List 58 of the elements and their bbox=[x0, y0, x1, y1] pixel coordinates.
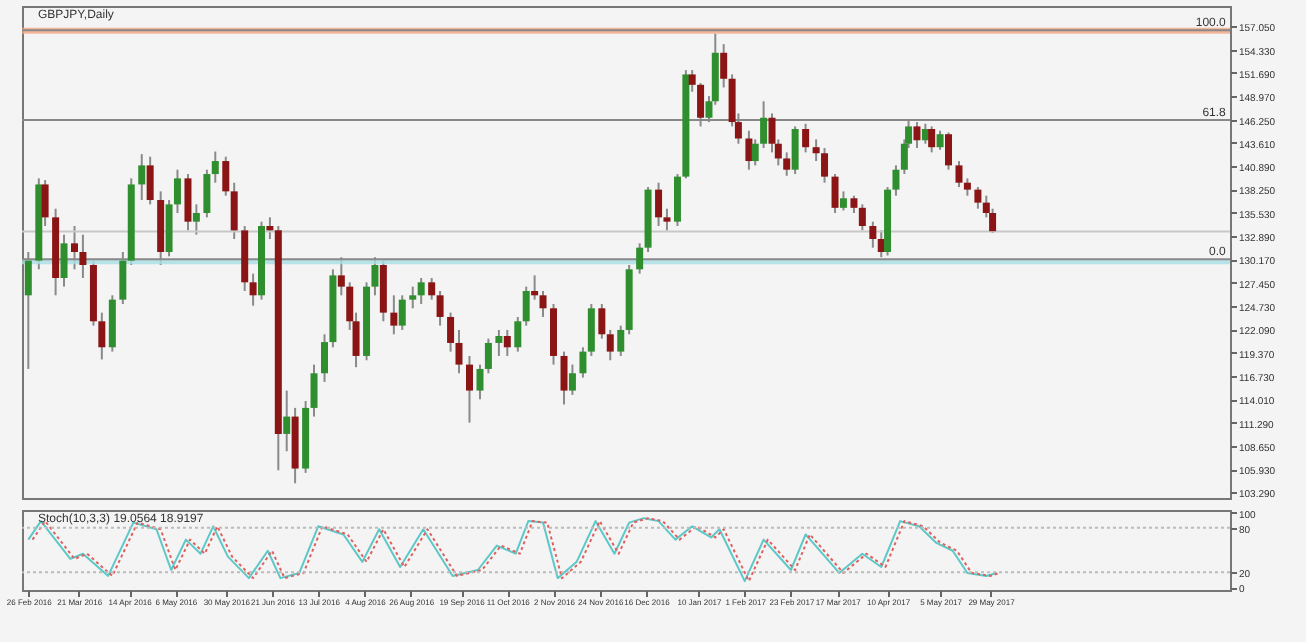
candlestick bbox=[409, 285, 417, 310]
candlestick bbox=[417, 276, 425, 305]
candlestick bbox=[655, 181, 663, 228]
candlestick bbox=[955, 160, 963, 189]
candlestick bbox=[108, 294, 116, 353]
candlestick bbox=[617, 324, 625, 357]
candlestick bbox=[720, 43, 728, 89]
candlestick bbox=[390, 294, 398, 336]
candlestick bbox=[436, 289, 444, 327]
candlestick bbox=[936, 129, 944, 151]
candlestick bbox=[222, 155, 230, 197]
candlestick bbox=[249, 272, 257, 307]
candlestick bbox=[428, 276, 436, 301]
candlestick bbox=[98, 311, 106, 361]
candlestick bbox=[138, 153, 146, 202]
candlestick bbox=[974, 186, 982, 210]
candlestick bbox=[858, 203, 866, 232]
candlestick bbox=[688, 69, 696, 93]
candlestick bbox=[503, 328, 511, 357]
candlestick bbox=[539, 289, 547, 318]
candlestick bbox=[522, 285, 530, 327]
candlestick bbox=[839, 190, 847, 212]
candlestick bbox=[751, 138, 759, 167]
candlestick bbox=[283, 389, 291, 453]
candlestick bbox=[146, 155, 154, 206]
candlestick bbox=[944, 131, 952, 171]
candlestick bbox=[745, 129, 753, 171]
candlestick bbox=[476, 363, 484, 401]
candlestick bbox=[821, 147, 829, 184]
candlestick bbox=[568, 363, 576, 396]
candlestick bbox=[812, 138, 820, 163]
candlestick bbox=[379, 259, 387, 323]
candlestick bbox=[495, 328, 503, 357]
candlestick bbox=[192, 203, 200, 236]
candlestick bbox=[869, 220, 877, 249]
candlestick bbox=[465, 354, 473, 424]
candlestick bbox=[783, 151, 791, 177]
candlestick bbox=[560, 350, 568, 406]
candlestick bbox=[398, 294, 406, 331]
candlestick bbox=[531, 274, 539, 301]
candlestick bbox=[41, 179, 49, 228]
candlestick bbox=[606, 328, 614, 362]
candlestick bbox=[184, 173, 192, 232]
candlestick bbox=[673, 173, 681, 228]
candlestick bbox=[598, 302, 606, 340]
candlestick bbox=[310, 363, 318, 418]
candlestick bbox=[203, 168, 211, 219]
candlestick bbox=[791, 125, 799, 176]
candlestick bbox=[484, 337, 492, 375]
candlestick bbox=[831, 173, 839, 215]
candlestick bbox=[230, 181, 238, 241]
candlestick bbox=[550, 302, 558, 366]
candlestick bbox=[211, 150, 219, 184]
candlestick bbox=[514, 315, 522, 353]
candlestick bbox=[587, 302, 595, 357]
candlestick bbox=[266, 216, 274, 241]
candlestick bbox=[928, 125, 936, 154]
candlestick bbox=[579, 346, 587, 379]
